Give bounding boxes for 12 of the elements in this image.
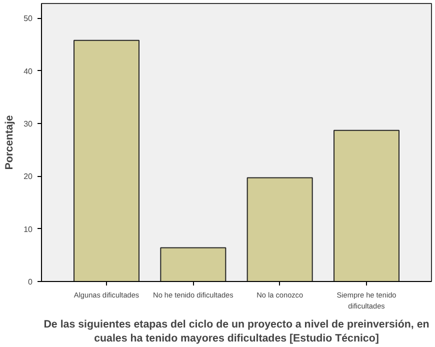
y-tick-label: 20 <box>24 172 34 182</box>
bar <box>334 130 400 282</box>
y-tick-label: 30 <box>24 120 34 129</box>
x-axis-title: De las siguientes etapas del ciclo de un proyecto a nivel de preinversión, en cuales ha tenido mayores dificultades [Estudio Técnico] <box>44 318 430 345</box>
bar <box>74 40 140 282</box>
bar <box>160 247 226 282</box>
y-axis-title: Porcentaje <box>4 115 16 170</box>
y-tick-label: 50 <box>24 14 34 24</box>
y-tick-label: 0 <box>28 278 34 286</box>
y-tick-label: 10 <box>24 224 34 234</box>
bar <box>246 177 313 282</box>
y-tick-label: 40 <box>24 66 34 76</box>
